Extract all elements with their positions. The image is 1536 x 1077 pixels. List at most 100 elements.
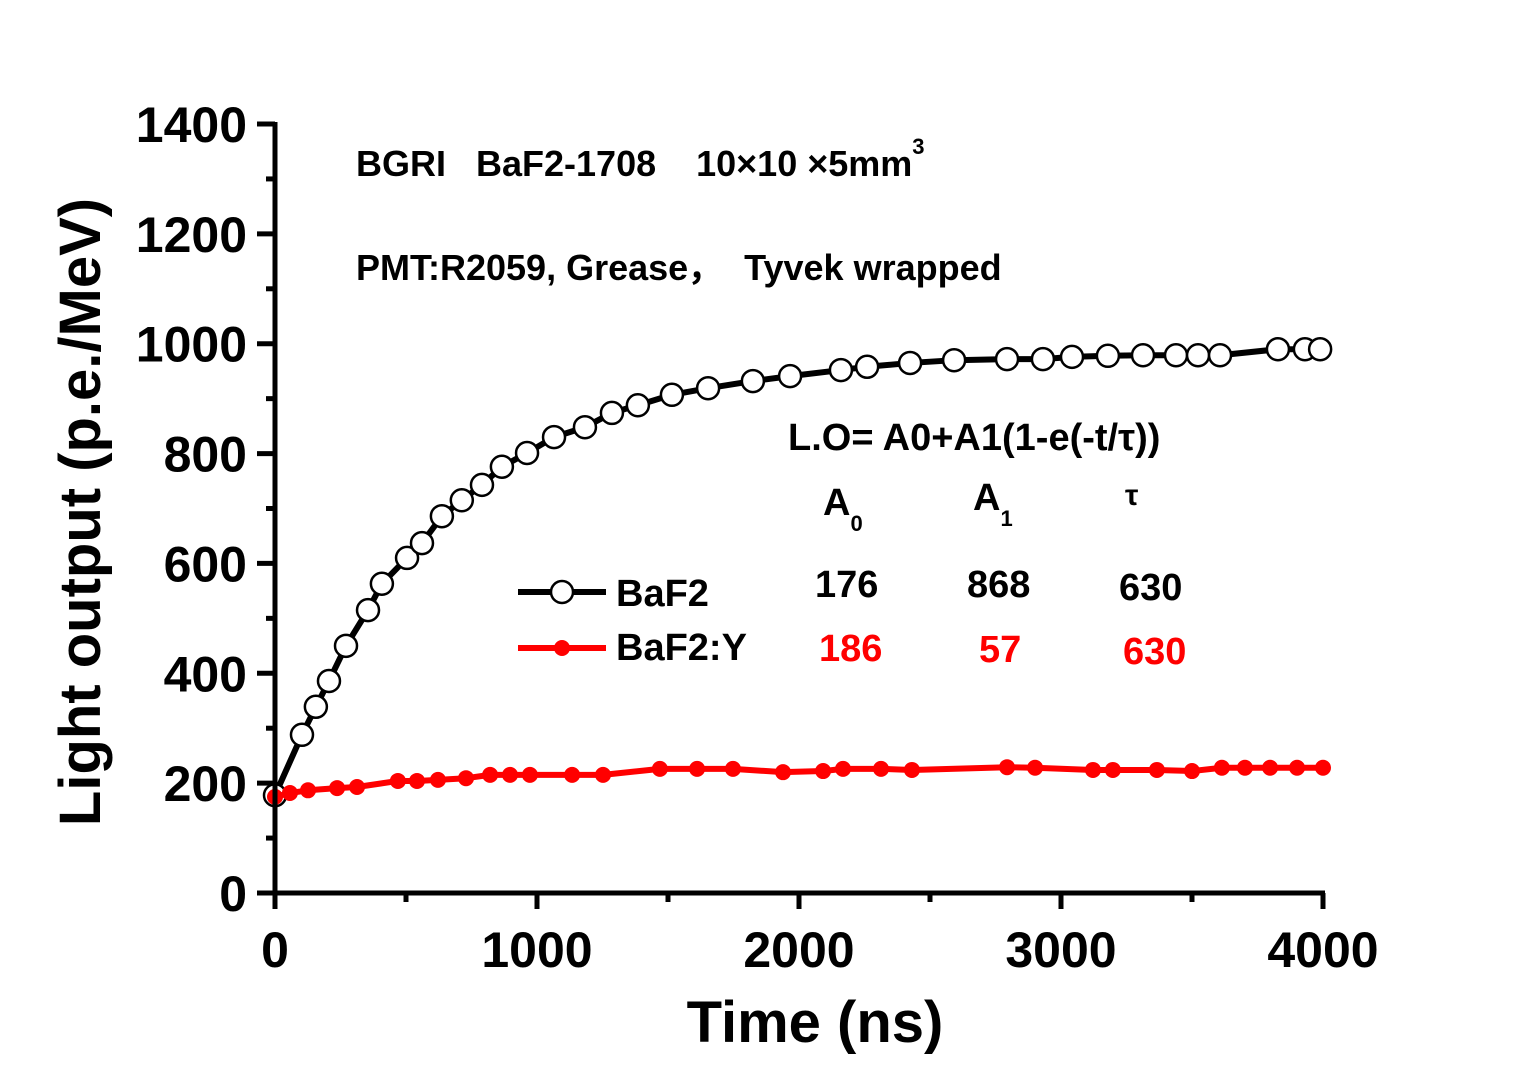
data-point <box>695 375 721 401</box>
x-tick-label: 3000 <box>1005 922 1116 978</box>
data-point <box>514 440 540 466</box>
series-baf2y <box>267 759 1331 805</box>
annotation-line1-text: BGRI BaF2-1708 10×10 ×5mm <box>356 143 912 184</box>
data-point <box>502 766 519 783</box>
x-tick-label: 0 <box>261 922 289 978</box>
data-point <box>409 530 435 556</box>
header-a1-sub: 1 <box>1000 506 1012 531</box>
data-point <box>815 763 832 780</box>
header-a0-sub: 0 <box>850 511 862 536</box>
data-point <box>828 357 854 383</box>
data-point <box>449 488 475 513</box>
data-point <box>349 778 366 795</box>
data-point <box>541 424 567 450</box>
data-point <box>1184 763 1200 780</box>
data-point <box>316 668 342 694</box>
data-point <box>941 347 967 373</box>
data-point <box>329 780 346 797</box>
data-point <box>1207 342 1233 368</box>
x-tick-label: 4000 <box>1267 922 1378 978</box>
data-point <box>482 766 499 783</box>
data-point <box>1104 761 1121 778</box>
x-axis-label: Time (ns) <box>687 990 944 1055</box>
data-point <box>999 759 1016 776</box>
data-point <box>1030 346 1056 372</box>
annotation-line2: PMT:R2059, Grease， Tyvek wrapped <box>356 247 1002 288</box>
data-point <box>689 760 706 777</box>
data-point <box>429 771 446 788</box>
y-axis-label: Light output (p.e./MeV) <box>48 198 113 826</box>
data-point <box>1163 342 1189 368</box>
data-point <box>1315 759 1331 776</box>
ticks <box>257 121 1326 909</box>
x-tick-label: 1000 <box>481 922 592 978</box>
data-point <box>1095 343 1121 369</box>
data-point <box>897 350 923 376</box>
legend-label-baf2: BaF2 <box>616 573 709 615</box>
data-point <box>724 760 741 777</box>
data-point <box>300 782 317 799</box>
data-point <box>429 503 455 529</box>
data-point <box>775 764 792 781</box>
baf2y-a1: 57 <box>979 629 1021 671</box>
data-point <box>1148 761 1165 778</box>
header-a0-main: A <box>823 482 850 524</box>
fit-table-values: 176 868 630 186 57 630 <box>815 564 1186 673</box>
header-a0: A0 <box>823 482 863 536</box>
data-point <box>469 472 495 498</box>
data-point <box>1262 759 1279 776</box>
data-point <box>599 400 625 426</box>
legend-item-baf2y: BaF2:Y <box>518 627 747 669</box>
y-tick-label: 1400 <box>136 97 247 153</box>
data-point <box>489 454 515 480</box>
data-point <box>1213 759 1230 776</box>
y-tick-label: 600 <box>164 536 247 592</box>
annotation-line1-superscript: 3 <box>912 134 924 159</box>
data-point <box>457 770 474 787</box>
data-point <box>903 761 920 778</box>
data-point <box>1265 336 1291 362</box>
y-tick-label: 1200 <box>136 207 247 263</box>
legend: BaF2 BaF2:Y <box>518 573 747 669</box>
data-point <box>1289 759 1306 776</box>
fit-table-header: A0 A1 τ <box>823 477 1138 536</box>
legend-marker-baf2y <box>554 640 570 656</box>
data-point <box>625 392 651 418</box>
y-tick-label: 400 <box>164 646 247 702</box>
baf2-a0: 176 <box>815 564 878 606</box>
data-point <box>595 766 612 783</box>
x-tick-label: 2000 <box>743 922 854 978</box>
header-a1-main: A <box>973 477 1000 519</box>
data-point <box>1236 759 1253 776</box>
data-point <box>394 545 420 571</box>
baf2-tau: 630 <box>1119 567 1182 609</box>
data-point <box>521 766 538 783</box>
data-point <box>1130 342 1156 368</box>
data-point <box>289 722 315 748</box>
data-point <box>572 414 598 440</box>
y-tick-label: 1000 <box>136 317 247 373</box>
legend-marker-baf2 <box>549 579 575 605</box>
baf2y-tau: 630 <box>1123 631 1186 673</box>
data-point <box>281 785 298 802</box>
data-point <box>1027 759 1044 776</box>
data-point <box>659 382 685 408</box>
series-layer <box>262 336 1333 808</box>
series-baf2 <box>262 336 1333 808</box>
tick-labels: 0 1000 2000 3000 4000 0 200 400 600 800 1000 1200 14… <box>136 97 1379 978</box>
data-point <box>1084 761 1101 778</box>
data-point <box>355 597 381 623</box>
data-point <box>409 772 426 789</box>
data-point <box>1059 344 1085 370</box>
y-tick-label: 200 <box>164 756 247 812</box>
baf2-a1: 868 <box>967 564 1030 606</box>
data-point <box>564 766 581 783</box>
data-point <box>994 346 1020 372</box>
data-point <box>651 760 668 777</box>
data-point <box>777 363 803 389</box>
legend-label-baf2y: BaF2:Y <box>616 627 747 669</box>
data-point <box>369 571 395 597</box>
data-point <box>333 633 359 659</box>
data-point <box>740 368 766 394</box>
